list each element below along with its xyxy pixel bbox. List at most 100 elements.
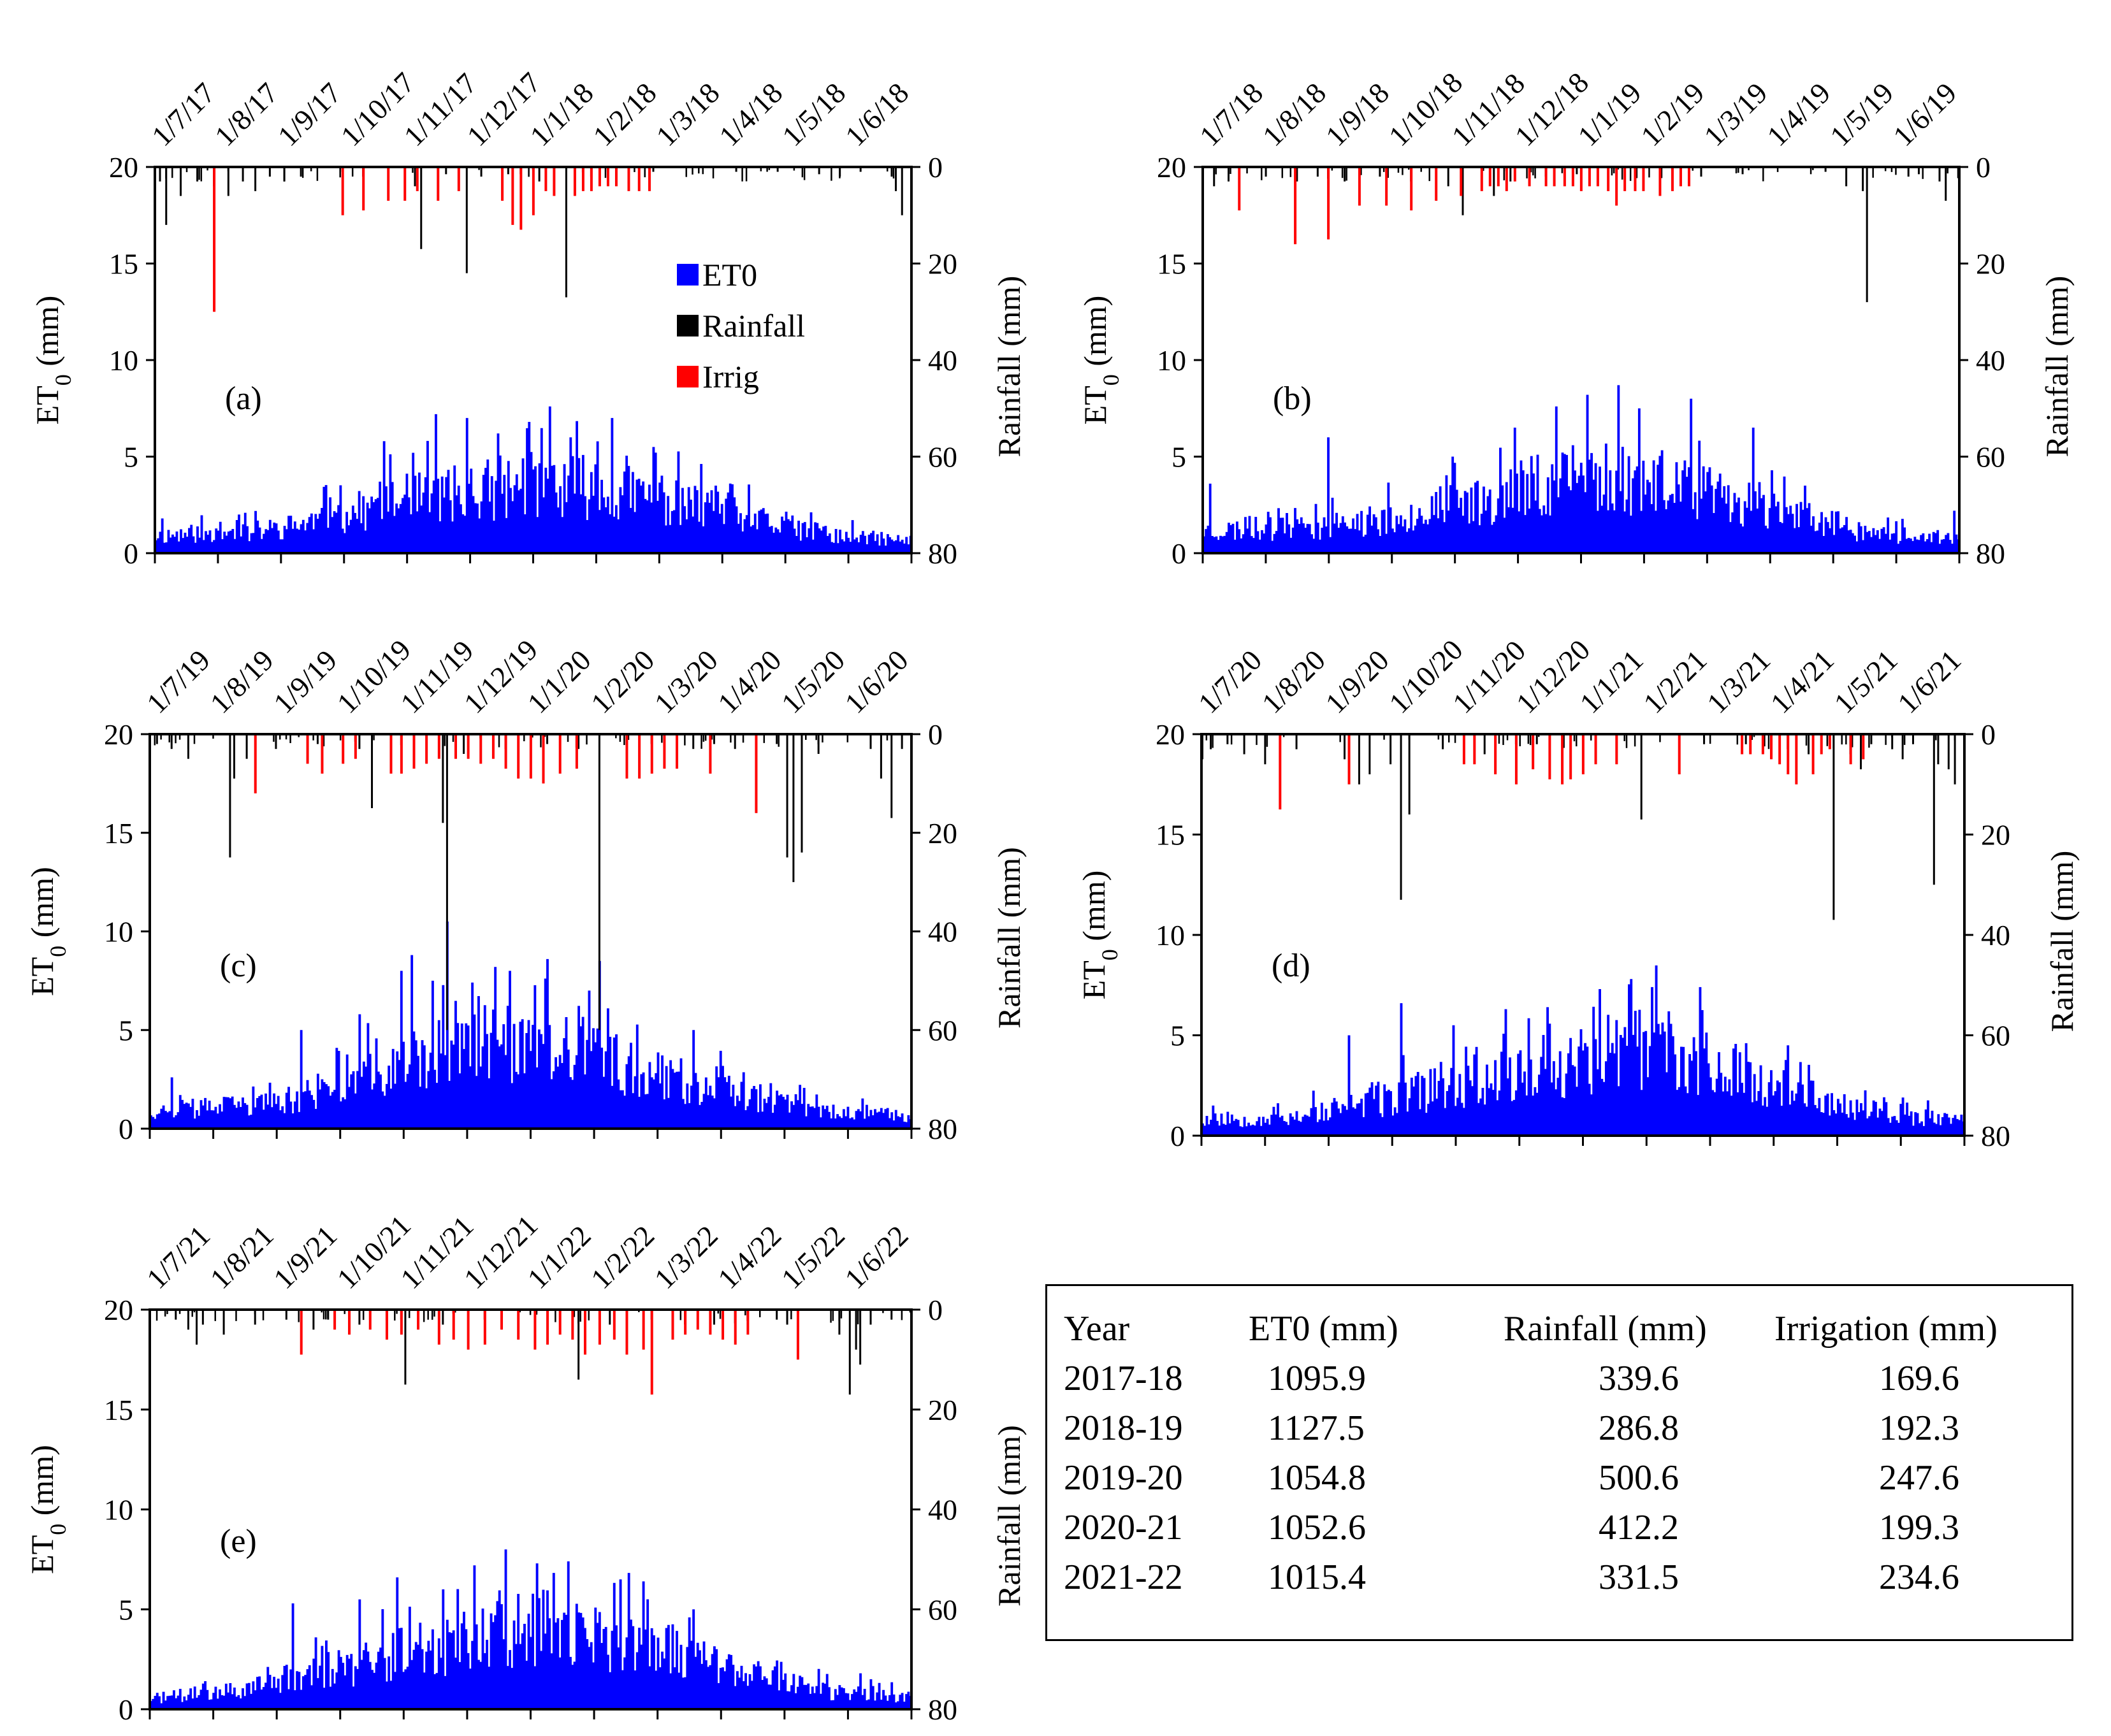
rainfall-bar bbox=[901, 1310, 903, 1320]
rainfall-bar bbox=[1621, 167, 1623, 180]
rainfall-bars bbox=[1201, 734, 1956, 920]
irrigation-bar bbox=[663, 734, 666, 769]
chart-panel-b: 051015208060402001/7/181/8/181/9/181/10/… bbox=[1077, 66, 2075, 570]
irrigation-bar bbox=[400, 1310, 403, 1335]
rainfall-bar bbox=[180, 167, 182, 196]
rainfall-bar bbox=[160, 734, 162, 740]
cell-et0: 1095.9 bbox=[1268, 1359, 1366, 1398]
irrigation-bar bbox=[1514, 734, 1518, 785]
rainfall-bar bbox=[869, 734, 872, 749]
top-axis-date-label: 1/4/19 bbox=[1760, 76, 1836, 152]
rainfall-bar bbox=[454, 1310, 456, 1313]
rainfall-bar bbox=[869, 1310, 872, 1325]
irrigation-bar bbox=[638, 734, 641, 779]
rainfall-bar bbox=[408, 1310, 410, 1319]
table-row: 2021-22 1015.4 331.5 234.6 bbox=[1064, 1552, 2055, 1602]
rainfall-bar bbox=[713, 734, 715, 744]
rainfall-bar bbox=[1945, 167, 1947, 201]
right-axis-title: Rainfall (mm) bbox=[991, 276, 1027, 458]
irrigation-bar bbox=[1795, 734, 1798, 785]
rainfall-bar bbox=[1862, 167, 1864, 191]
rainfall-bar bbox=[1917, 167, 1920, 175]
rainfall-bar bbox=[1845, 167, 1848, 187]
rainfall-bar bbox=[1753, 734, 1755, 737]
rainfall-bar bbox=[1573, 734, 1576, 742]
rainfall-bar bbox=[803, 167, 806, 180]
right-axis-tick-label: 80 bbox=[928, 537, 957, 570]
rainfall-bar bbox=[279, 734, 281, 740]
irrigation-bar bbox=[1505, 167, 1508, 191]
irrigation-bar bbox=[389, 734, 393, 774]
rainfall-bar bbox=[300, 167, 302, 177]
rainfall-bar bbox=[185, 167, 188, 173]
irrigation-bar bbox=[1623, 167, 1627, 191]
rainfall-bar bbox=[1344, 734, 1346, 760]
top-axis-date-label: 1/9/19 bbox=[267, 644, 343, 720]
rainfall-bar bbox=[1264, 734, 1266, 765]
irrigation-bar bbox=[1462, 734, 1465, 765]
rainfall-bar bbox=[165, 167, 168, 225]
rainfall-bar bbox=[815, 734, 817, 741]
rainfall-bar bbox=[423, 1310, 425, 1322]
rainfall-bar bbox=[1408, 734, 1411, 740]
top-axis-date-label: 1/6/20 bbox=[838, 644, 914, 720]
left-axis-title: ET0 (mm) bbox=[29, 296, 76, 425]
irrigation-bar bbox=[648, 167, 651, 191]
rainfall-bar bbox=[786, 734, 788, 858]
cell-year: 2021-22 bbox=[1064, 1558, 1183, 1597]
left-axis-title: ET0 (mm) bbox=[1077, 296, 1124, 425]
irrigation-bar bbox=[1528, 167, 1531, 187]
rainfall-bar bbox=[262, 1310, 265, 1320]
irrigation-bar bbox=[403, 167, 407, 201]
rainfall-bar bbox=[817, 734, 820, 744]
irrigation-bar bbox=[1579, 167, 1583, 191]
top-axis-date-label: 1/6/19 bbox=[1887, 76, 1962, 152]
rainfall-bar bbox=[1526, 167, 1528, 178]
rainfall-bar bbox=[201, 1310, 204, 1325]
col-header-irrigation: Irrigation (mm) bbox=[1774, 1309, 1998, 1349]
cell-irrigation: 199.3 bbox=[1879, 1508, 1959, 1547]
top-axis-date-label: 1/3/21 bbox=[1701, 644, 1776, 720]
rainfall-bar bbox=[1261, 167, 1263, 180]
right-axis-tick-label: 80 bbox=[1976, 537, 2005, 570]
irrigation-bar bbox=[452, 1310, 455, 1340]
rainfall-bar bbox=[298, 1310, 300, 1322]
top-axis-date-label: 1/6/22 bbox=[838, 1219, 914, 1295]
top-axis-date-label: 1/9/17 bbox=[272, 76, 347, 152]
rainfall-bar bbox=[890, 734, 893, 818]
top-axis-date-label: 1/2/20 bbox=[584, 644, 660, 720]
irrigation-bar bbox=[1849, 734, 1852, 765]
rainfall-bar bbox=[1824, 167, 1827, 172]
irrigation-bar bbox=[1548, 734, 1551, 779]
irrigation-bar bbox=[254, 734, 257, 793]
irrigation-bar bbox=[511, 167, 514, 225]
rainfall-bar bbox=[793, 167, 795, 171]
rainfall-bar bbox=[1407, 167, 1410, 170]
rainfall-bar bbox=[1611, 167, 1613, 176]
rainfall-bar bbox=[1331, 167, 1333, 171]
irrigation-bar bbox=[606, 167, 609, 187]
rainfall-bar bbox=[351, 167, 354, 177]
cell-year: 2020-21 bbox=[1064, 1508, 1183, 1547]
irrigation-bar bbox=[546, 1310, 549, 1345]
rainfall-bar bbox=[1938, 167, 1941, 182]
irrigation-bars bbox=[300, 1310, 799, 1395]
right-axis-title: Rainfall (mm) bbox=[2044, 851, 2080, 1032]
left-axis-tick-label: 10 bbox=[1156, 919, 1185, 951]
irrigation-bar bbox=[583, 1310, 586, 1355]
rainfall-bar bbox=[227, 167, 229, 196]
rainfall-bar bbox=[1735, 167, 1737, 173]
rainfall-bar bbox=[805, 734, 807, 740]
rainfall-bar bbox=[310, 167, 312, 171]
rainfall-bar bbox=[1534, 167, 1536, 178]
rainfall-bar bbox=[604, 167, 607, 178]
irrigation-bar bbox=[696, 1310, 699, 1330]
top-axis-date-label: 1/7/20 bbox=[1192, 644, 1268, 720]
rainfall-bar bbox=[198, 167, 200, 180]
rainfall-bar bbox=[792, 734, 795, 883]
irrigation-bar bbox=[558, 734, 562, 774]
rainfall-bar bbox=[442, 734, 444, 823]
rainfall-bar bbox=[1805, 734, 1808, 746]
rainfall-bar bbox=[1383, 734, 1385, 740]
rainfall-bar bbox=[175, 734, 177, 744]
